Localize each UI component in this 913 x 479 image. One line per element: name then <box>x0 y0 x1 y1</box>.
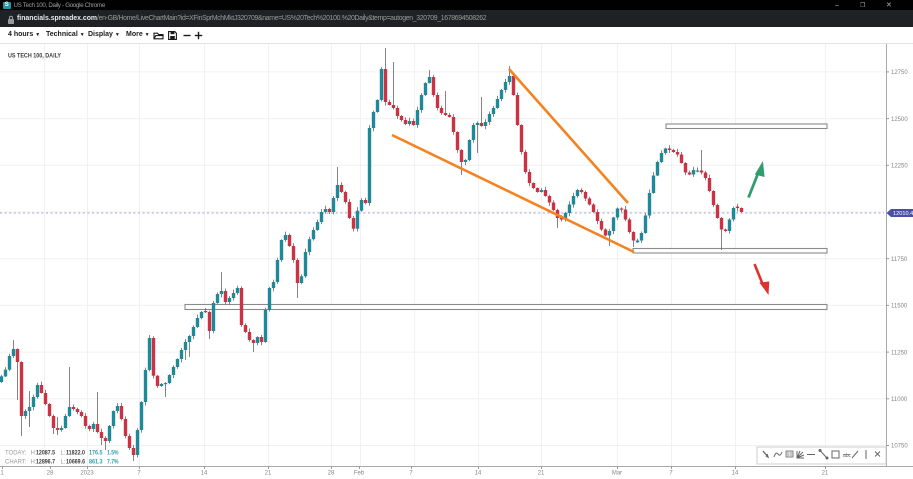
svg-text:176.5: 176.5 <box>89 451 103 457</box>
svg-text:861.3: 861.3 <box>89 460 103 466</box>
svg-text:12010.4: 12010.4 <box>893 211 913 217</box>
svg-text:7: 7 <box>669 471 673 477</box>
svg-text:12500: 12500 <box>891 117 908 123</box>
svg-text:TODAY:: TODAY: <box>5 451 27 457</box>
svg-text:US TECH 100, DAILY: US TECH 100, DAILY <box>8 53 62 60</box>
svg-text:10750: 10750 <box>891 444 908 450</box>
svg-text:10669.6: 10669.6 <box>66 460 86 466</box>
svg-text:21: 21 <box>822 471 829 477</box>
svg-text:21: 21 <box>265 471 272 477</box>
svg-text:1: 1 <box>0 471 4 477</box>
svg-text:7.7%: 7.7% <box>107 460 119 466</box>
svg-text:21: 21 <box>538 471 545 477</box>
svg-text:28: 28 <box>328 471 335 477</box>
svg-text:12250: 12250 <box>891 164 908 170</box>
svg-text:11750: 11750 <box>891 257 908 263</box>
svg-text:11000: 11000 <box>891 397 908 403</box>
svg-text:12750: 12750 <box>891 70 908 76</box>
svg-text:L:: L: <box>61 460 66 466</box>
svg-text:abc: abc <box>843 453 852 459</box>
svg-text:11500: 11500 <box>891 304 908 310</box>
svg-text:14: 14 <box>732 471 739 477</box>
svg-text:Mar: Mar <box>612 471 622 477</box>
svg-text:L:: L: <box>61 451 66 457</box>
svg-text:12896.7: 12896.7 <box>36 460 56 466</box>
svg-text:CHART:: CHART: <box>5 460 27 466</box>
svg-text:11822.0: 11822.0 <box>66 451 86 457</box>
svg-text:14: 14 <box>475 471 482 477</box>
svg-text:12087.5: 12087.5 <box>36 451 56 457</box>
svg-text:H:: H: <box>31 451 37 457</box>
svg-text:7: 7 <box>409 471 413 477</box>
svg-text:7: 7 <box>137 471 141 477</box>
svg-text:14: 14 <box>201 471 208 477</box>
svg-text:28: 28 <box>47 471 54 477</box>
svg-text:H:: H: <box>31 460 37 466</box>
svg-text:2023: 2023 <box>80 471 94 477</box>
svg-text:11250: 11250 <box>891 350 908 356</box>
svg-text:Feb: Feb <box>354 471 365 477</box>
svg-text:1.5%: 1.5% <box>107 451 119 457</box>
